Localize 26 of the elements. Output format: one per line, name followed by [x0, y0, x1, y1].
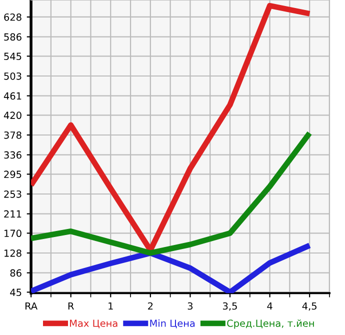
- y-tick-label: 503: [4, 72, 22, 80]
- y-tick-label: 170: [4, 230, 22, 238]
- y-tick-label: 628: [4, 13, 22, 21]
- y-tick-label: 45: [10, 288, 22, 296]
- x-tick-label: RA: [25, 302, 38, 310]
- y-tick-label: 128: [4, 249, 22, 257]
- y-tick-label: 211: [4, 210, 22, 218]
- legend-label: Сред.Цена, т.йен: [227, 319, 314, 329]
- x-tick-label: 1: [108, 302, 113, 310]
- y-tick-label: 336: [4, 151, 22, 159]
- y-tick-label: 420: [4, 112, 22, 120]
- y-tick-label: 461: [4, 92, 22, 100]
- y-tick-label: 253: [4, 190, 22, 198]
- y-tick-label: 378: [4, 131, 22, 139]
- y-tick-label: 86: [10, 269, 22, 277]
- y-tick-label: 295: [4, 170, 22, 178]
- y-tick-label: 545: [4, 52, 22, 60]
- legend-label: Min Цена: [150, 319, 195, 328]
- x-tick-label: 4: [267, 302, 272, 310]
- legend-label: Max Цена: [70, 320, 118, 328]
- x-tick-label: 3,5: [223, 302, 237, 311]
- x-tick-label: 2: [148, 302, 153, 310]
- x-tick-label: 4,5: [302, 302, 316, 311]
- x-tick-label: R: [68, 302, 74, 310]
- x-tick-label: 3: [188, 302, 193, 310]
- y-tick-label: 586: [4, 33, 22, 41]
